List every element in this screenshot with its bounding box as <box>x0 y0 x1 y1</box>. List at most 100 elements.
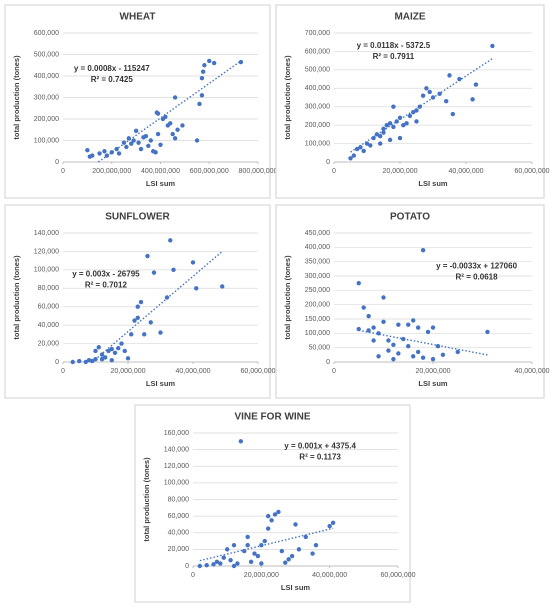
point <box>348 156 353 161</box>
point <box>228 557 233 563</box>
point <box>457 76 462 82</box>
point <box>132 318 137 323</box>
point <box>129 141 134 146</box>
point <box>158 330 163 335</box>
point <box>207 58 212 64</box>
point <box>401 122 406 128</box>
chart-title: SUNFLOWER <box>105 212 170 223</box>
y-tick-label: 0 <box>55 359 59 366</box>
y-tick-label: 120,000 <box>34 248 59 255</box>
point <box>125 356 131 361</box>
point <box>351 153 356 158</box>
point <box>172 95 178 100</box>
x-tick-label: 200,000,000 <box>92 168 131 175</box>
point <box>366 328 371 333</box>
point <box>148 320 153 325</box>
annotation: R² = 0.0618 <box>456 273 499 282</box>
point <box>102 149 107 154</box>
point <box>211 60 217 66</box>
point <box>119 341 124 346</box>
x-tick-label: 20,000,000 <box>244 572 279 579</box>
x-axis-label: LSI sum <box>418 179 448 188</box>
point <box>143 134 149 139</box>
point <box>109 346 114 352</box>
y-tick-label: 100,000 <box>164 480 189 487</box>
point <box>97 151 102 156</box>
point <box>154 110 160 115</box>
point <box>296 547 302 552</box>
point <box>286 557 291 562</box>
annotation: y = 0.0008x - 115247 <box>74 64 150 73</box>
point <box>121 140 127 145</box>
y-tick-label: 300,000 <box>305 104 330 111</box>
point <box>259 561 264 566</box>
point <box>116 345 121 351</box>
x-tick-label: 0 <box>191 572 195 579</box>
y-tick-label: 100,000 <box>305 330 330 337</box>
y-tick-label: 160,000 <box>164 430 189 437</box>
point <box>303 534 308 540</box>
point <box>135 304 140 309</box>
x-axis-label: LSI sum <box>281 583 311 592</box>
point <box>397 135 403 141</box>
point <box>200 69 206 74</box>
point <box>354 146 360 152</box>
y-tick-label: 400,000 <box>305 244 330 251</box>
annotation: y = -0.0033x + 127060 <box>436 262 518 271</box>
point <box>172 136 178 141</box>
point <box>214 559 220 565</box>
panel <box>4 4 271 199</box>
annotation: y = 0.003x - 26795 <box>72 269 140 278</box>
point <box>407 113 413 119</box>
y-axis-label: total production (tones) <box>142 457 151 542</box>
point <box>361 305 366 310</box>
y-tick-label: 60,000 <box>38 304 60 311</box>
point <box>391 104 396 109</box>
point <box>430 325 436 330</box>
point <box>148 138 153 143</box>
point <box>262 538 267 544</box>
point <box>381 130 386 135</box>
y-tick-label: 100,000 <box>34 137 59 144</box>
chart-title: VINE FOR WINE <box>234 412 310 423</box>
point <box>424 86 429 91</box>
y-tick-label: 100,000 <box>305 140 330 147</box>
point <box>269 518 274 523</box>
point <box>116 151 122 156</box>
point <box>447 73 452 78</box>
point <box>378 141 383 146</box>
y-tick-label: 100,000 <box>34 267 59 274</box>
y-tick-label: 140,000 <box>164 446 189 453</box>
point <box>425 329 431 335</box>
y-tick-label: 40,000 <box>168 530 190 537</box>
point <box>197 101 202 107</box>
point <box>272 512 278 517</box>
point <box>93 348 98 354</box>
y-axis-label: total production (tones) <box>283 55 292 140</box>
point <box>218 561 223 566</box>
point <box>404 121 409 126</box>
trendline <box>91 250 223 363</box>
point <box>220 284 225 289</box>
point <box>245 543 250 548</box>
point <box>313 543 319 548</box>
point <box>168 121 173 126</box>
point <box>153 150 158 155</box>
point <box>327 523 332 529</box>
point <box>155 131 161 137</box>
annotation: y = 0.0118x - 5372.5 <box>357 41 431 50</box>
y-axis-label: total production (tones) <box>12 255 21 340</box>
point <box>199 75 205 81</box>
point <box>138 299 144 305</box>
y-axis-label: total production (tones) <box>12 55 21 140</box>
point <box>444 98 449 104</box>
point <box>70 359 75 365</box>
x-tick-label: 0 <box>332 168 336 175</box>
point <box>420 355 426 360</box>
annotation: R² = 0.7012 <box>85 280 128 289</box>
point <box>90 358 95 364</box>
point <box>293 522 298 527</box>
point <box>129 332 134 337</box>
point <box>368 143 373 148</box>
